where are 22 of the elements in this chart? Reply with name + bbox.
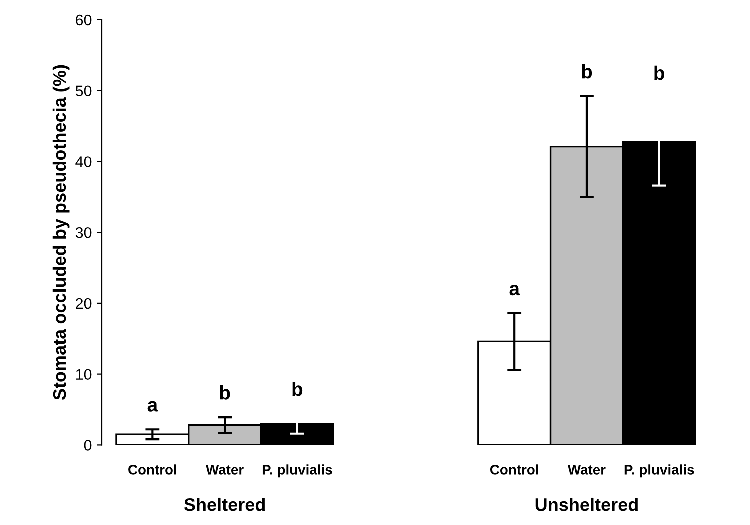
annotation: a bbox=[510, 284, 520, 296]
x-tick-label: Sheltered bbox=[184, 498, 266, 512]
annotation: b bbox=[292, 382, 303, 396]
y-tick-label: 40 bbox=[76, 156, 92, 168]
x-tick-label: Unsheltered bbox=[536, 498, 638, 512]
text: Control bbox=[490, 464, 538, 475]
y-axis-title: Stomata occluded by pseudothecia (%) bbox=[52, 65, 70, 400]
series-label: Control bbox=[128, 464, 176, 475]
annotation: b bbox=[220, 386, 230, 400]
y-tick-label: 30 bbox=[76, 227, 92, 238]
annotation: a bbox=[148, 401, 158, 412]
annotation: b bbox=[582, 64, 592, 79]
series-label: P. pluvialis bbox=[262, 464, 332, 478]
y-tick-label: 0 bbox=[84, 440, 92, 451]
y-tick-label: 50 bbox=[76, 86, 92, 97]
y-tick-label: 10 bbox=[76, 369, 92, 380]
y-tick-label: 20 bbox=[76, 298, 92, 310]
series-label: Water bbox=[206, 465, 244, 475]
annotation: b bbox=[654, 66, 664, 80]
y-tick-label: 60 bbox=[76, 14, 92, 26]
text: P. pluvialis bbox=[624, 464, 694, 478]
text: Water bbox=[568, 465, 606, 475]
